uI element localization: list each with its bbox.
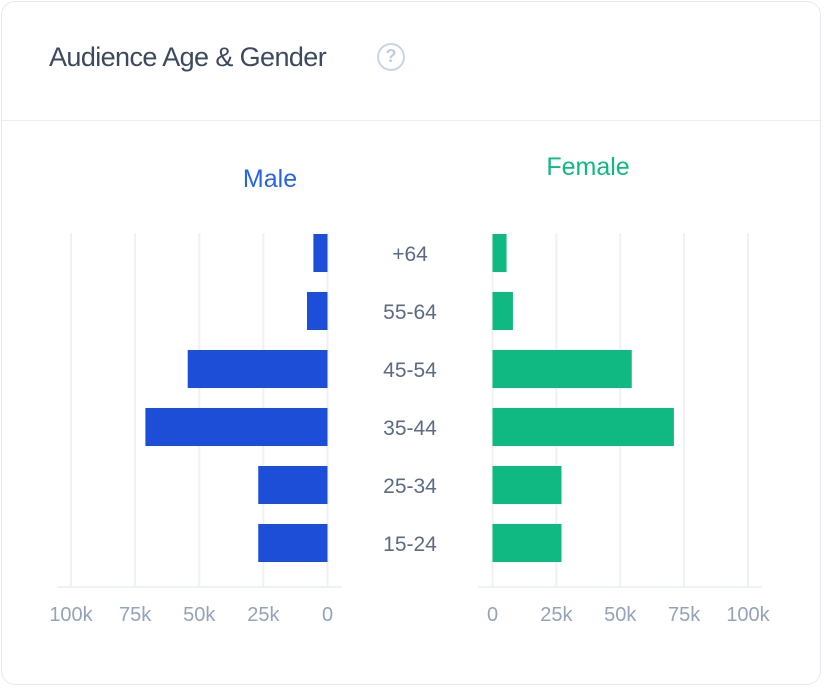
female-tick-label: 25k <box>540 604 573 626</box>
male-series-title: Male <box>243 165 297 193</box>
female-tick-label: 50k <box>604 604 637 626</box>
age-label: 35-44 <box>383 417 437 440</box>
female-bar-55-64 <box>492 292 513 330</box>
female-tick-label: 0 <box>487 604 498 626</box>
axis-ticks: 0 0 25k 25k 50k 50k 75k 75k 100k 100k <box>49 604 770 626</box>
female-tick-label: 100k <box>726 604 770 626</box>
female-bar-+64 <box>492 234 507 272</box>
age-label: 45-54 <box>383 359 437 382</box>
male-bar-+64 <box>313 234 328 272</box>
female-bar-35-44 <box>492 408 674 446</box>
male-tick-label: 75k <box>119 604 152 626</box>
bars-layer <box>145 234 674 562</box>
age-label: 15-24 <box>383 533 437 556</box>
male-tick-label: 0 <box>322 604 333 626</box>
female-bar-25-34 <box>492 466 562 504</box>
male-bar-55-64 <box>306 292 328 330</box>
age-label: 25-34 <box>383 475 437 498</box>
female-bar-15-24 <box>492 524 562 562</box>
male-bar-15-24 <box>258 524 328 562</box>
age-label: +64 <box>392 243 428 266</box>
card-title: Audience Age & Gender <box>49 42 327 72</box>
male-bar-25-34 <box>258 466 328 504</box>
female-tick-label: 75k <box>668 604 701 626</box>
age-labels: +64 55-64 45-54 35-44 25-34 15-24 <box>383 243 437 556</box>
female-bar-45-54 <box>492 350 632 388</box>
male-bar-35-44 <box>145 408 328 446</box>
question-circle-icon[interactable]: ? <box>377 43 405 71</box>
male-bar-45-54 <box>187 350 328 388</box>
male-tick-label: 25k <box>247 604 280 626</box>
female-series-title: Female <box>546 153 629 181</box>
male-tick-label: 100k <box>49 604 93 626</box>
age-label: 55-64 <box>383 301 437 324</box>
card-header: Audience Age & Gender ? <box>2 2 820 121</box>
male-tick-label: 50k <box>183 604 216 626</box>
